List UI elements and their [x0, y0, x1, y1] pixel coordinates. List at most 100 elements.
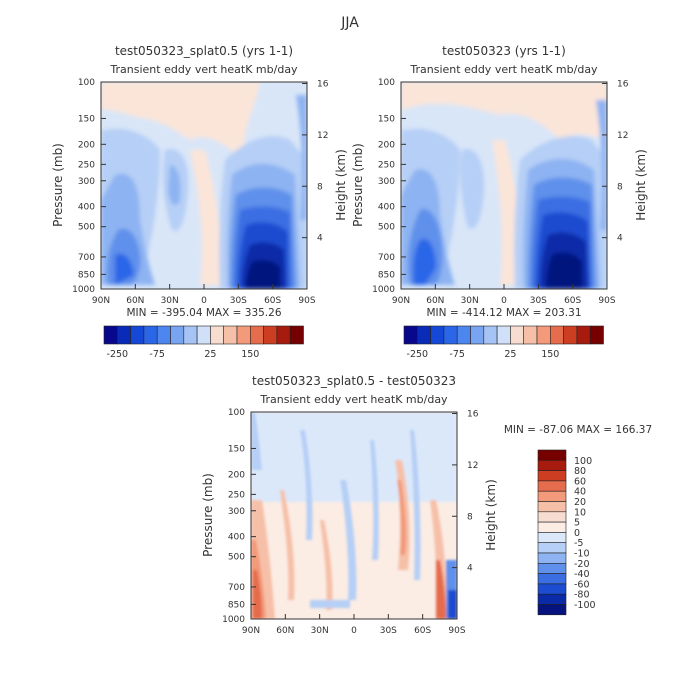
y2-tick-label: 12 — [617, 131, 628, 141]
panel-3-axes: 90N 60N 30N 0 30S 60S 90S 100 150 200 250 300 400 500… — [222, 408, 479, 636]
y-tick-label: 700 — [228, 583, 245, 593]
colorbar-label: 80 — [574, 466, 586, 477]
colorbar-label: -75 — [449, 349, 465, 360]
colorbar-swatch — [170, 325, 185, 345]
y-tick-label: 250 — [378, 160, 395, 170]
colorbar-swatch — [289, 325, 304, 345]
colorbar-swatch — [536, 325, 551, 345]
y2-tick-label: 16 — [467, 410, 479, 420]
y2-tick-label: 16 — [617, 80, 629, 90]
colorbar-swatch — [263, 325, 278, 345]
x-tick-label: 60N — [276, 626, 294, 636]
y-tick-label: 300 — [228, 507, 245, 517]
x-tick-label: 0 — [351, 626, 357, 636]
colorbar-label: -250 — [407, 349, 429, 360]
colorbar-label: 150 — [541, 349, 559, 360]
colorbar-label: 40 — [574, 487, 586, 498]
y-tick-label: 250 — [78, 160, 95, 170]
x-tick-label: 90N — [242, 626, 260, 636]
colorbar-swatch — [403, 325, 418, 345]
y-tick-label: 100 — [228, 408, 245, 418]
x-tick-label: 60N — [426, 296, 444, 306]
y-tick-label: 500 — [228, 553, 245, 563]
y-tick-label: 100 — [78, 78, 95, 88]
panel-3-ylabel: Pressure (mb) — [201, 473, 215, 557]
colorbar-swatch — [563, 325, 578, 345]
y2-tick-label: 8 — [467, 512, 473, 522]
y-tick-label: 150 — [228, 444, 245, 454]
colorbar-swatch — [276, 325, 291, 345]
panel-3-title: test050323_splat0.5 - test050323 — [252, 374, 456, 388]
y-tick-label: 200 — [228, 470, 245, 480]
x-tick-label: 90N — [392, 296, 410, 306]
y2-tick-label: 4 — [617, 234, 623, 244]
y-tick-label: 400 — [378, 203, 395, 213]
colorbar-swatch — [103, 325, 118, 345]
colorbar-swatch — [183, 325, 198, 345]
colorbar-swatch — [537, 480, 567, 492]
x-tick-label: 30S — [230, 296, 247, 306]
colorbar-label: 25 — [504, 349, 516, 360]
panel-1-subtitle: Transient eddy vert heatK mb/day — [109, 63, 298, 76]
colorbar-label: -80 — [574, 590, 590, 601]
panel-2-y2label: Height (km) — [634, 149, 648, 220]
panel-2-ylabel: Pressure (mb) — [351, 143, 365, 227]
y-tick-label: 700 — [378, 253, 395, 263]
y2-tick-label: 4 — [467, 564, 473, 574]
colorbar-swatch — [443, 325, 458, 345]
colorbar-label: -10 — [574, 549, 590, 560]
y-tick-label: 150 — [78, 114, 95, 124]
y-tick-label: 1000 — [222, 615, 245, 625]
colorbar-swatch — [589, 325, 604, 345]
colorbar-swatch — [196, 325, 211, 345]
colorbar-swatch — [510, 325, 524, 345]
y-tick-label: 850 — [378, 270, 395, 280]
colorbar-swatch — [537, 604, 567, 616]
panel-3-contour-field — [251, 412, 457, 619]
panel-3: test050323_splat0.5 - test050323 Transie… — [201, 374, 652, 636]
panel-1-y2label: Height (km) — [334, 149, 348, 220]
x-tick-label: 90S — [448, 626, 465, 636]
y-tick-label: 150 — [378, 114, 395, 124]
colorbar-swatch — [483, 325, 498, 345]
colorbar-swatch — [130, 325, 145, 345]
colorbar-swatch — [430, 325, 445, 345]
y-tick-label: 200 — [378, 140, 395, 150]
y2-tick-label: 12 — [317, 131, 328, 141]
colorbar-swatch — [250, 325, 264, 345]
y2-tick-label: 4 — [317, 234, 323, 244]
x-tick-label: 30N — [161, 296, 179, 306]
colorbar-swatch — [456, 325, 471, 345]
colorbar-swatch — [537, 511, 567, 523]
x-tick-label: 60S — [564, 296, 581, 306]
colorbar-swatch — [236, 325, 251, 345]
x-tick-label: 0 — [501, 296, 507, 306]
colorbar-label: 10 — [574, 507, 586, 518]
y2-tick-label: 8 — [617, 182, 623, 192]
y-tick-label: 100 — [378, 78, 395, 88]
x-tick-label: 30S — [380, 626, 397, 636]
x-tick-label: 60N — [126, 296, 144, 306]
colorbar-swatch — [537, 583, 567, 595]
panel-3-stats: MIN = -87.06 MAX = 166.37 — [504, 424, 652, 436]
colorbar-label: 5 — [574, 518, 580, 529]
panel-2-colorbar: -250 -75 25 150 — [403, 325, 604, 360]
y-tick-label: 400 — [78, 203, 95, 213]
colorbar-swatch — [537, 532, 567, 544]
colorbar-swatch — [537, 470, 567, 482]
colorbar-label: 100 — [574, 456, 592, 467]
panel-1-stats: MIN = -395.04 MAX = 335.26 — [127, 307, 282, 319]
colorbar-label: 60 — [574, 476, 586, 487]
colorbar-swatch — [537, 449, 567, 461]
panel-2-axes: 90N 60N 30N 0 30S 60S 90S 100 150 200 250 300 400 500… — [372, 78, 629, 306]
y-tick-label: 500 — [78, 223, 95, 233]
colorbar-swatch — [156, 325, 171, 345]
colorbar-label: 150 — [241, 349, 259, 360]
colorbar-swatch — [549, 325, 564, 345]
colorbar-swatch — [496, 325, 511, 345]
y-tick-label: 850 — [78, 270, 95, 280]
colorbar-label: -40 — [574, 569, 590, 580]
y2-tick-label: 16 — [317, 80, 329, 90]
